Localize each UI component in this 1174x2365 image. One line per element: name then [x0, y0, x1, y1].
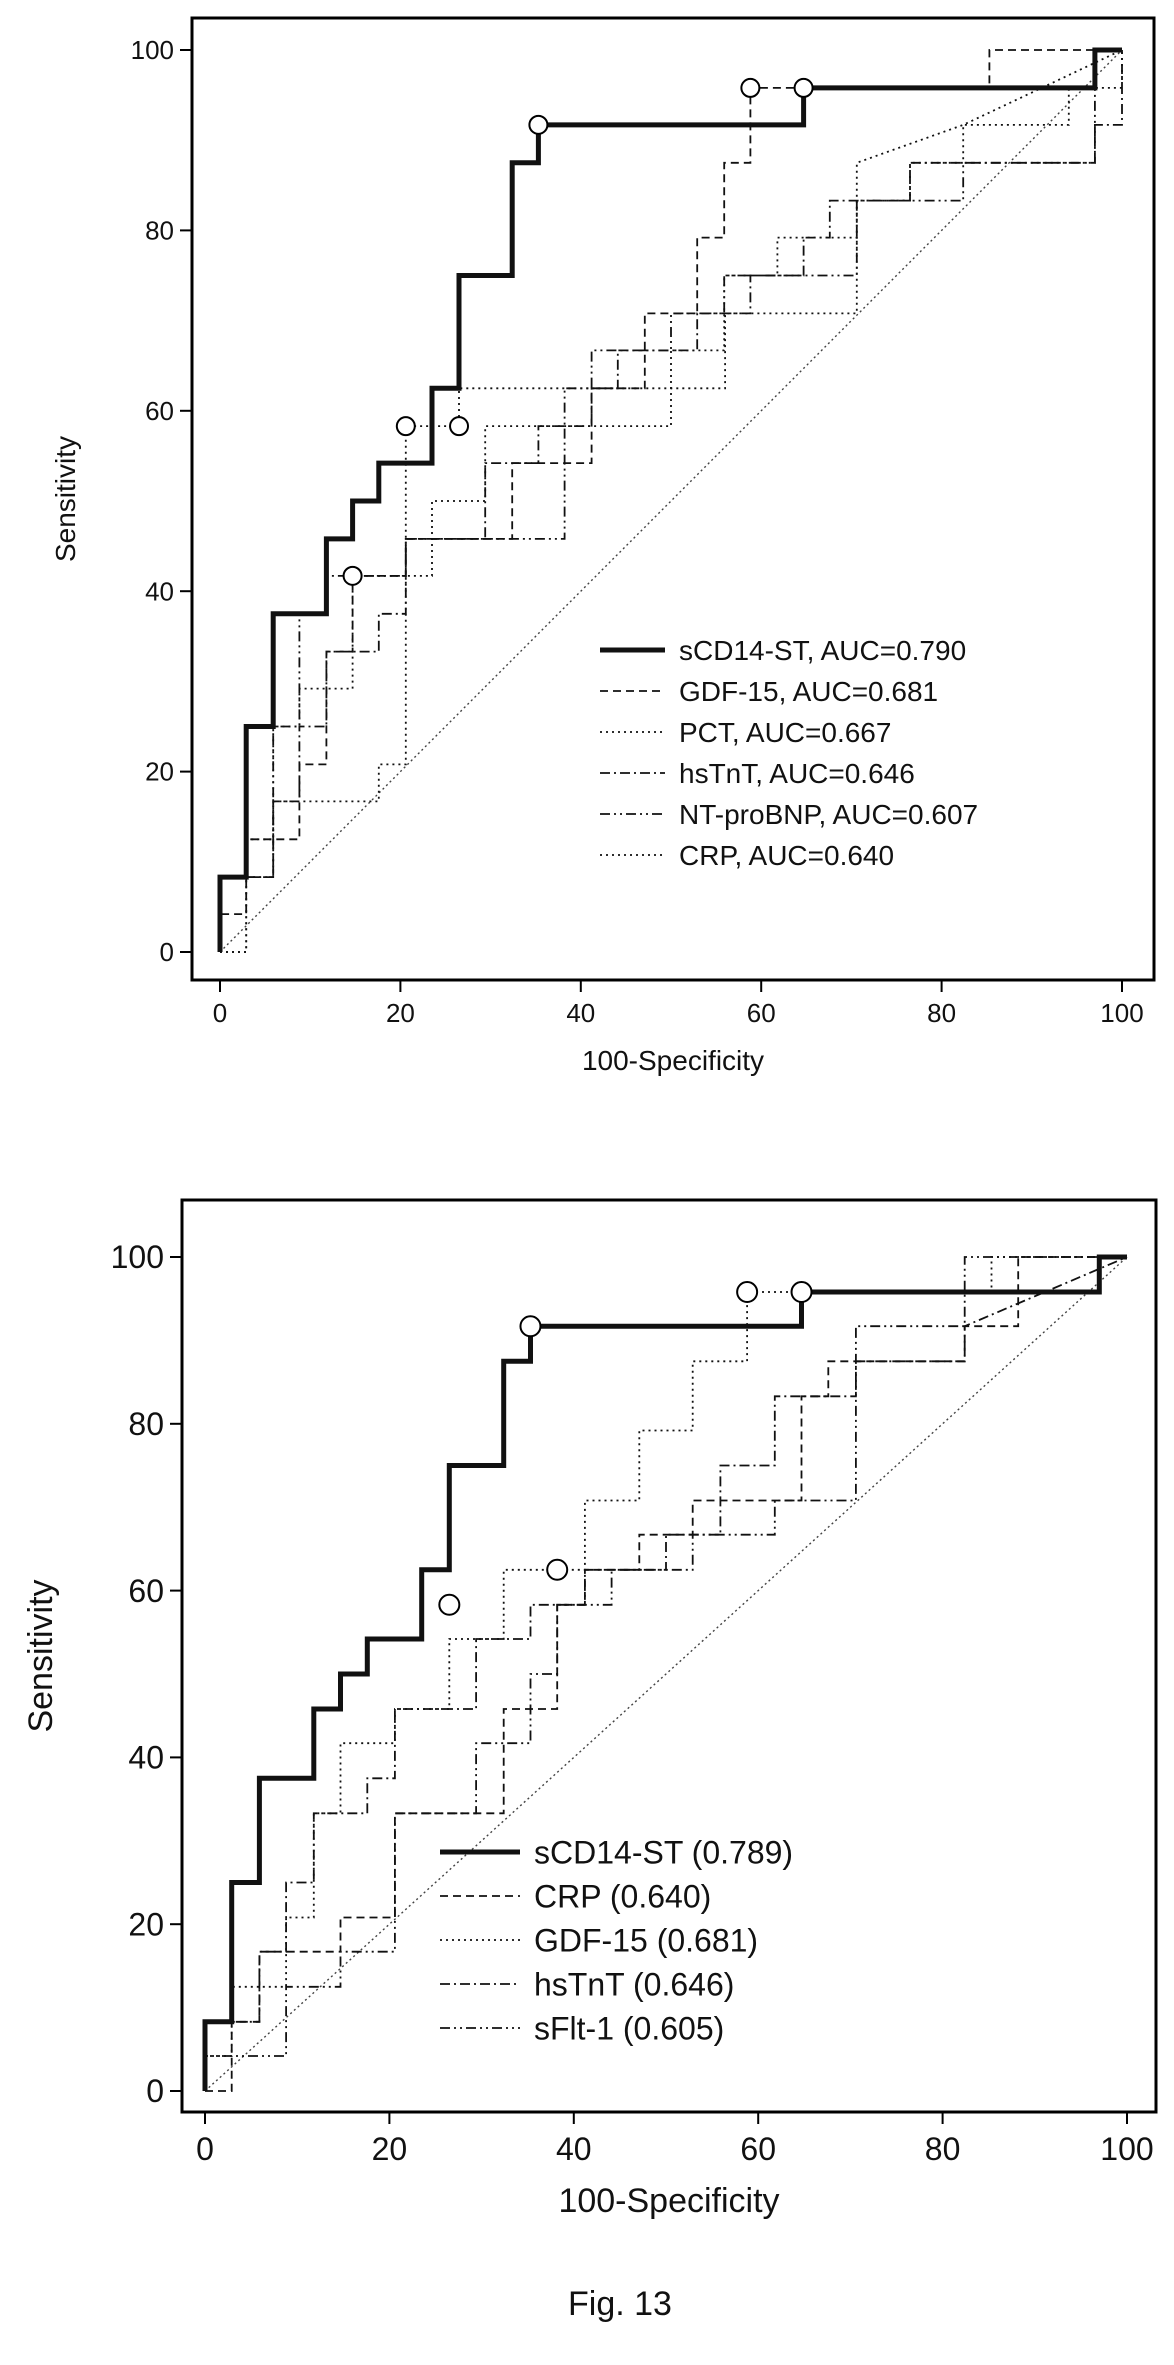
cutoff-marker: [793, 77, 814, 98]
legend-label-2: GDF-15, AUC=0.681: [679, 676, 938, 707]
series-line-4: [219, 50, 1123, 952]
x-tick-label: 40: [566, 998, 595, 1028]
legend-label-4: hsTnT, AUC=0.646: [679, 758, 915, 789]
series-line-6: [220, 49, 1123, 953]
legend-label-6: CRP, AUC=0.640: [679, 840, 894, 871]
legend-label-2: CRP (0.640): [534, 1879, 711, 1915]
x-tick-label: 60: [747, 998, 776, 1028]
roc-chart-top: 0 20 40 60 80 100 0 20 40 60 80 100 100-Specificity S…: [50, 16, 1156, 1076]
legend-label-1: sCD14-ST, AUC=0.790: [679, 635, 966, 666]
cutoff-marker: [546, 1558, 569, 1581]
cutoff-marker: [395, 416, 416, 437]
y-tick-label: 20: [128, 1906, 164, 1942]
x-tick-label: 0: [196, 2131, 214, 2167]
series-line-1: [217, 47, 1122, 952]
x-tick-label: 40: [556, 2131, 592, 2167]
series-line-4: [204, 1256, 1128, 2091]
x-tick-label: 80: [925, 2131, 961, 2167]
y-tick-label: 40: [128, 1740, 164, 1776]
series-line-3: [204, 1256, 1127, 2091]
cutoff-marker: [736, 1281, 759, 1304]
plot-frame: [190, 16, 1156, 982]
y-tick-label: 20: [145, 757, 174, 787]
y-axis-label: Sensitivity: [50, 436, 81, 562]
x-tick-label: 20: [386, 998, 415, 1028]
x-tick-label: 0: [213, 998, 227, 1028]
legend-label-4: hsTnT (0.646): [534, 1967, 734, 2003]
y-tick-label: 40: [145, 576, 174, 606]
y-tick-label: 60: [128, 1573, 164, 1609]
cutoff-marker: [528, 114, 549, 135]
y-tick-label: 0: [146, 2073, 164, 2109]
x-axis-label: 100-Specificity: [558, 2182, 779, 2220]
x-axis-label: 100-Specificity: [582, 1045, 764, 1076]
y-tick-label: 60: [145, 396, 174, 426]
figure-caption: Fig. 13: [568, 2285, 672, 2323]
cutoff-marker: [449, 416, 470, 437]
cutoff-marker: [342, 565, 363, 586]
y-tick-label: 80: [145, 216, 174, 246]
cutoff-marker: [740, 77, 761, 98]
cutoff-marker: [438, 1593, 461, 1616]
x-tick-label: 20: [372, 2131, 408, 2167]
reference-diagonal: [204, 1256, 1128, 2092]
legend-label-5: sFlt-1 (0.605): [534, 2011, 724, 2047]
x-tick-label: 60: [740, 2131, 776, 2167]
legend-label-1: sCD14-ST (0.789): [534, 1835, 793, 1871]
y-tick-label: 100: [131, 35, 174, 65]
x-tick-label: 100: [1100, 2131, 1153, 2167]
legend-label-3: GDF-15 (0.681): [534, 1923, 758, 1959]
x-tick-label: 100: [1100, 998, 1143, 1028]
x-tick-label: 80: [927, 998, 956, 1028]
y-axis-label: Sensitivity: [22, 1579, 60, 1732]
y-tick-label: 100: [111, 1239, 164, 1275]
legend-label-3: PCT, AUC=0.667: [679, 717, 891, 748]
y-tick-label: 0: [160, 937, 174, 967]
plot-frame: [180, 1198, 1158, 2114]
cutoff-marker: [790, 1281, 813, 1304]
series-line-1: [202, 1254, 1127, 2091]
legend-label-5: NT-proBNP, AUC=0.607: [679, 799, 978, 830]
series-line-5: [204, 1256, 1127, 2091]
y-tick-label: 80: [128, 1406, 164, 1442]
cutoff-marker: [519, 1315, 542, 1338]
roc-chart-bottom: 0 20 40 60 80 100 0 20 40 60 80 100 100-Specificity S…: [22, 1198, 1158, 2220]
